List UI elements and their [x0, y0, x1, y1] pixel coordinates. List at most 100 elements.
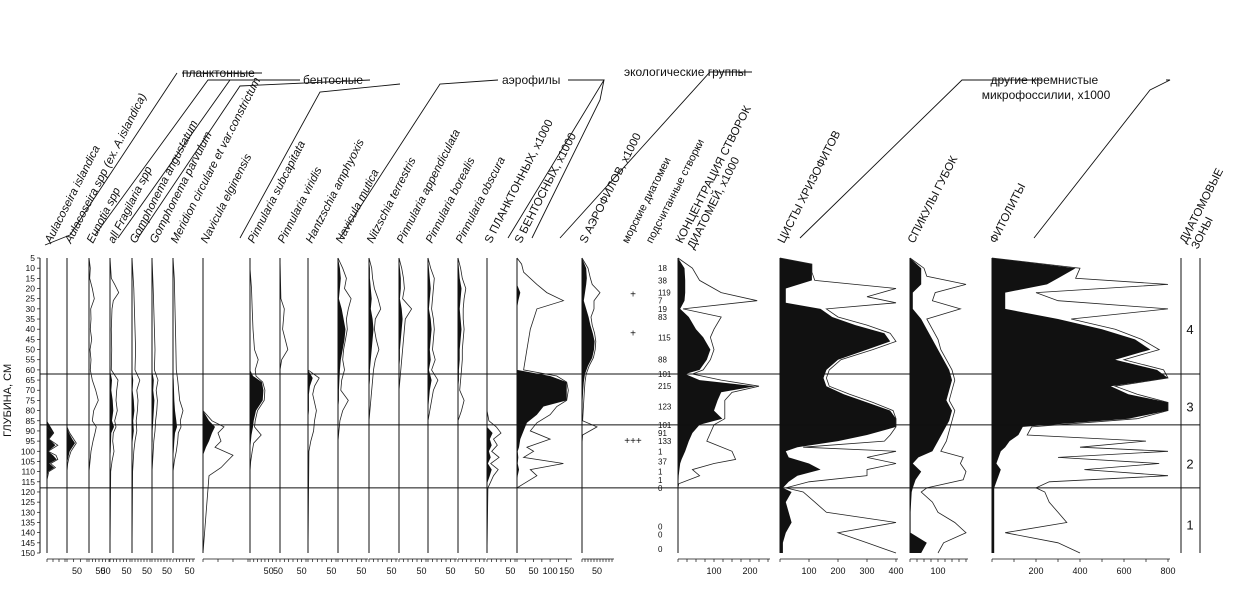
- panel-x-tick-label: 50: [326, 566, 336, 576]
- series-outline-pinnularia-appendiculata: [398, 257, 413, 553]
- series-outline-all-fragilaria-spp: [109, 257, 120, 554]
- counted-value: 0: [658, 484, 663, 493]
- depth-tick-label: 145: [21, 538, 35, 548]
- series-fill-s-бентосных-х1000: [517, 258, 567, 553]
- panel-концентрация-створок-диатомей-х1000: 100 200: [677, 257, 770, 576]
- panel-gomphonema-parvulum: 50: [151, 257, 172, 576]
- depth-tick-label: 70: [26, 385, 36, 395]
- counted-value: 123: [658, 403, 672, 412]
- depth-axis: 5101520253035404550556065707580859095100…: [2, 253, 41, 558]
- counted-value: 7: [658, 297, 663, 306]
- series-fill-gomphonema-angustatum: [132, 258, 135, 553]
- series-outline-концентрация-створок-диатомей-х1000: [677, 257, 760, 553]
- header-line: Pinnularia subcapitata: [246, 139, 308, 245]
- depth-tick-label: 35: [26, 314, 36, 324]
- series-fill-s-аэрофилов-х1000: [582, 258, 595, 553]
- series-fill-pinnularia-appendiculata: [399, 258, 403, 553]
- aerophile-group-label: аэрофилы: [502, 73, 560, 87]
- depth-tick-label: 40: [26, 324, 36, 334]
- panel-s-бентосных-х1000: 50 100 150: [516, 257, 574, 576]
- counted-value: 37: [658, 457, 667, 466]
- leader-line: [69, 72, 178, 236]
- series-fill-navicula-elginensis: [203, 258, 215, 553]
- series-fill-цисты-хризофитов: [780, 258, 896, 553]
- header-спикулы-губок: СПИКУЛЫ ГУБОК: [906, 154, 960, 245]
- depth-tick-label: 105: [21, 456, 35, 466]
- counted-value: 215: [658, 382, 672, 391]
- panel-aulacoseira-islandica: 50: [46, 258, 82, 576]
- panel-x-tick-label: 50: [264, 566, 274, 576]
- benthic-group-label: бентосные: [303, 73, 363, 87]
- panel-x-tick-label: 50: [101, 566, 111, 576]
- series-outline-цисты-хризофитов: [779, 257, 897, 554]
- panel-x-tick-label: 100: [543, 566, 558, 576]
- series-outline-фитолиты: [991, 257, 1169, 554]
- zone-label-1: 1: [1186, 518, 1193, 533]
- series-outline-eunotia-spp: [88, 257, 99, 553]
- panel-x-tick-label: 200: [742, 566, 757, 576]
- panel-x-tick-label: 150: [559, 566, 574, 576]
- leader-line: [531, 79, 605, 239]
- panel-pinnularia-viridis: 50: [279, 257, 308, 576]
- counted-value: 115: [658, 333, 671, 342]
- panel-gomphonema-angustatum: 50: [131, 257, 152, 576]
- panel-спикулы-губок: 100: [909, 257, 968, 576]
- depth-tick-label: 115: [21, 477, 35, 487]
- counted-value: 88: [658, 356, 667, 365]
- depth-tick-label: 30: [26, 304, 36, 314]
- panel-цисты-хризофитов: 100 200 300 400: [779, 257, 904, 576]
- depth-tick-label: 90: [26, 426, 36, 436]
- series-fill-pinnularia-borealis: [428, 258, 432, 553]
- panel-navicula-mutica: 50: [337, 257, 368, 576]
- panel-x-tick-label: 400: [888, 566, 903, 576]
- depth-tick-label: 140: [21, 528, 35, 538]
- series-outline-gomphonema-parvulum: [151, 257, 159, 553]
- panel-x-tick-label: 50: [386, 566, 396, 576]
- panel-pinnularia-appendiculata: 50: [398, 257, 428, 576]
- panel-x-tick-label: 100: [706, 566, 721, 576]
- depth-tick-label: 15: [26, 273, 36, 283]
- depth-tick-label: 85: [26, 416, 36, 426]
- header-line: ФИТОЛИТЫ: [988, 182, 1028, 246]
- marine-mark: +: [630, 328, 636, 339]
- panel-eunotia-spp: 50: [88, 257, 111, 576]
- marine-mark: +: [630, 290, 636, 301]
- panel-hantzschia-amphyoxis: 50: [307, 258, 338, 576]
- zone-label-4: 4: [1186, 322, 1193, 337]
- marine-mark: +++: [624, 436, 642, 447]
- depth-tick-label: 55: [26, 355, 36, 365]
- panel-x-tick-label: 50: [72, 566, 82, 576]
- panel-x-tick-label: 50: [445, 566, 455, 576]
- counted-value: 101: [658, 370, 672, 379]
- leader-line: [1033, 79, 1171, 239]
- depth-tick-label: 130: [21, 507, 35, 517]
- series-outline-gomphonema-angustatum: [131, 257, 141, 554]
- series-outline-hantzschia-amphyoxis: [307, 258, 320, 554]
- depth-tick-label: 125: [21, 497, 35, 507]
- depth-tick-label: 20: [26, 284, 36, 294]
- panel-meridion-circulare-et-var-constrictum: 50: [172, 257, 195, 576]
- series-outline-navicula-mutica: [337, 257, 352, 553]
- panel-x-tick-label: 50: [416, 566, 426, 576]
- header-pinnularia-subcapitata: Pinnularia subcapitata: [246, 139, 308, 245]
- leader-line: [339, 79, 499, 239]
- header-line: ЦИСТЫ ХРИЗОФИТОВ: [776, 129, 843, 246]
- panel-x-tick-label: 50: [505, 566, 515, 576]
- panel-nitzschia-terrestris: 50: [368, 257, 398, 576]
- panel-s-планктонных-х1000: 50: [486, 258, 517, 576]
- panel-x-tick-label: 200: [830, 566, 845, 576]
- series-fill-pinnularia-subcapitata: [250, 258, 264, 553]
- panel-фитолиты: 200 400 600 800: [991, 257, 1176, 576]
- zone-label-3: 3: [1186, 400, 1193, 415]
- series-fill-aulacoseira-spp-ex-a-islandica: [67, 258, 75, 553]
- panel-x-tick-label: 800: [1160, 566, 1175, 576]
- depth-tick-label: 10: [26, 263, 36, 273]
- series-fill-nitzschia-terrestris: [369, 258, 374, 553]
- series-fill-aulacoseira-islandica: [47, 258, 57, 553]
- series-outline-pinnularia-borealis: [427, 257, 439, 553]
- series-outline-s-планктонных-х1000: [486, 258, 502, 554]
- panel-x-tick-label: 50: [185, 566, 195, 576]
- panel-x-tick-label: 300: [859, 566, 874, 576]
